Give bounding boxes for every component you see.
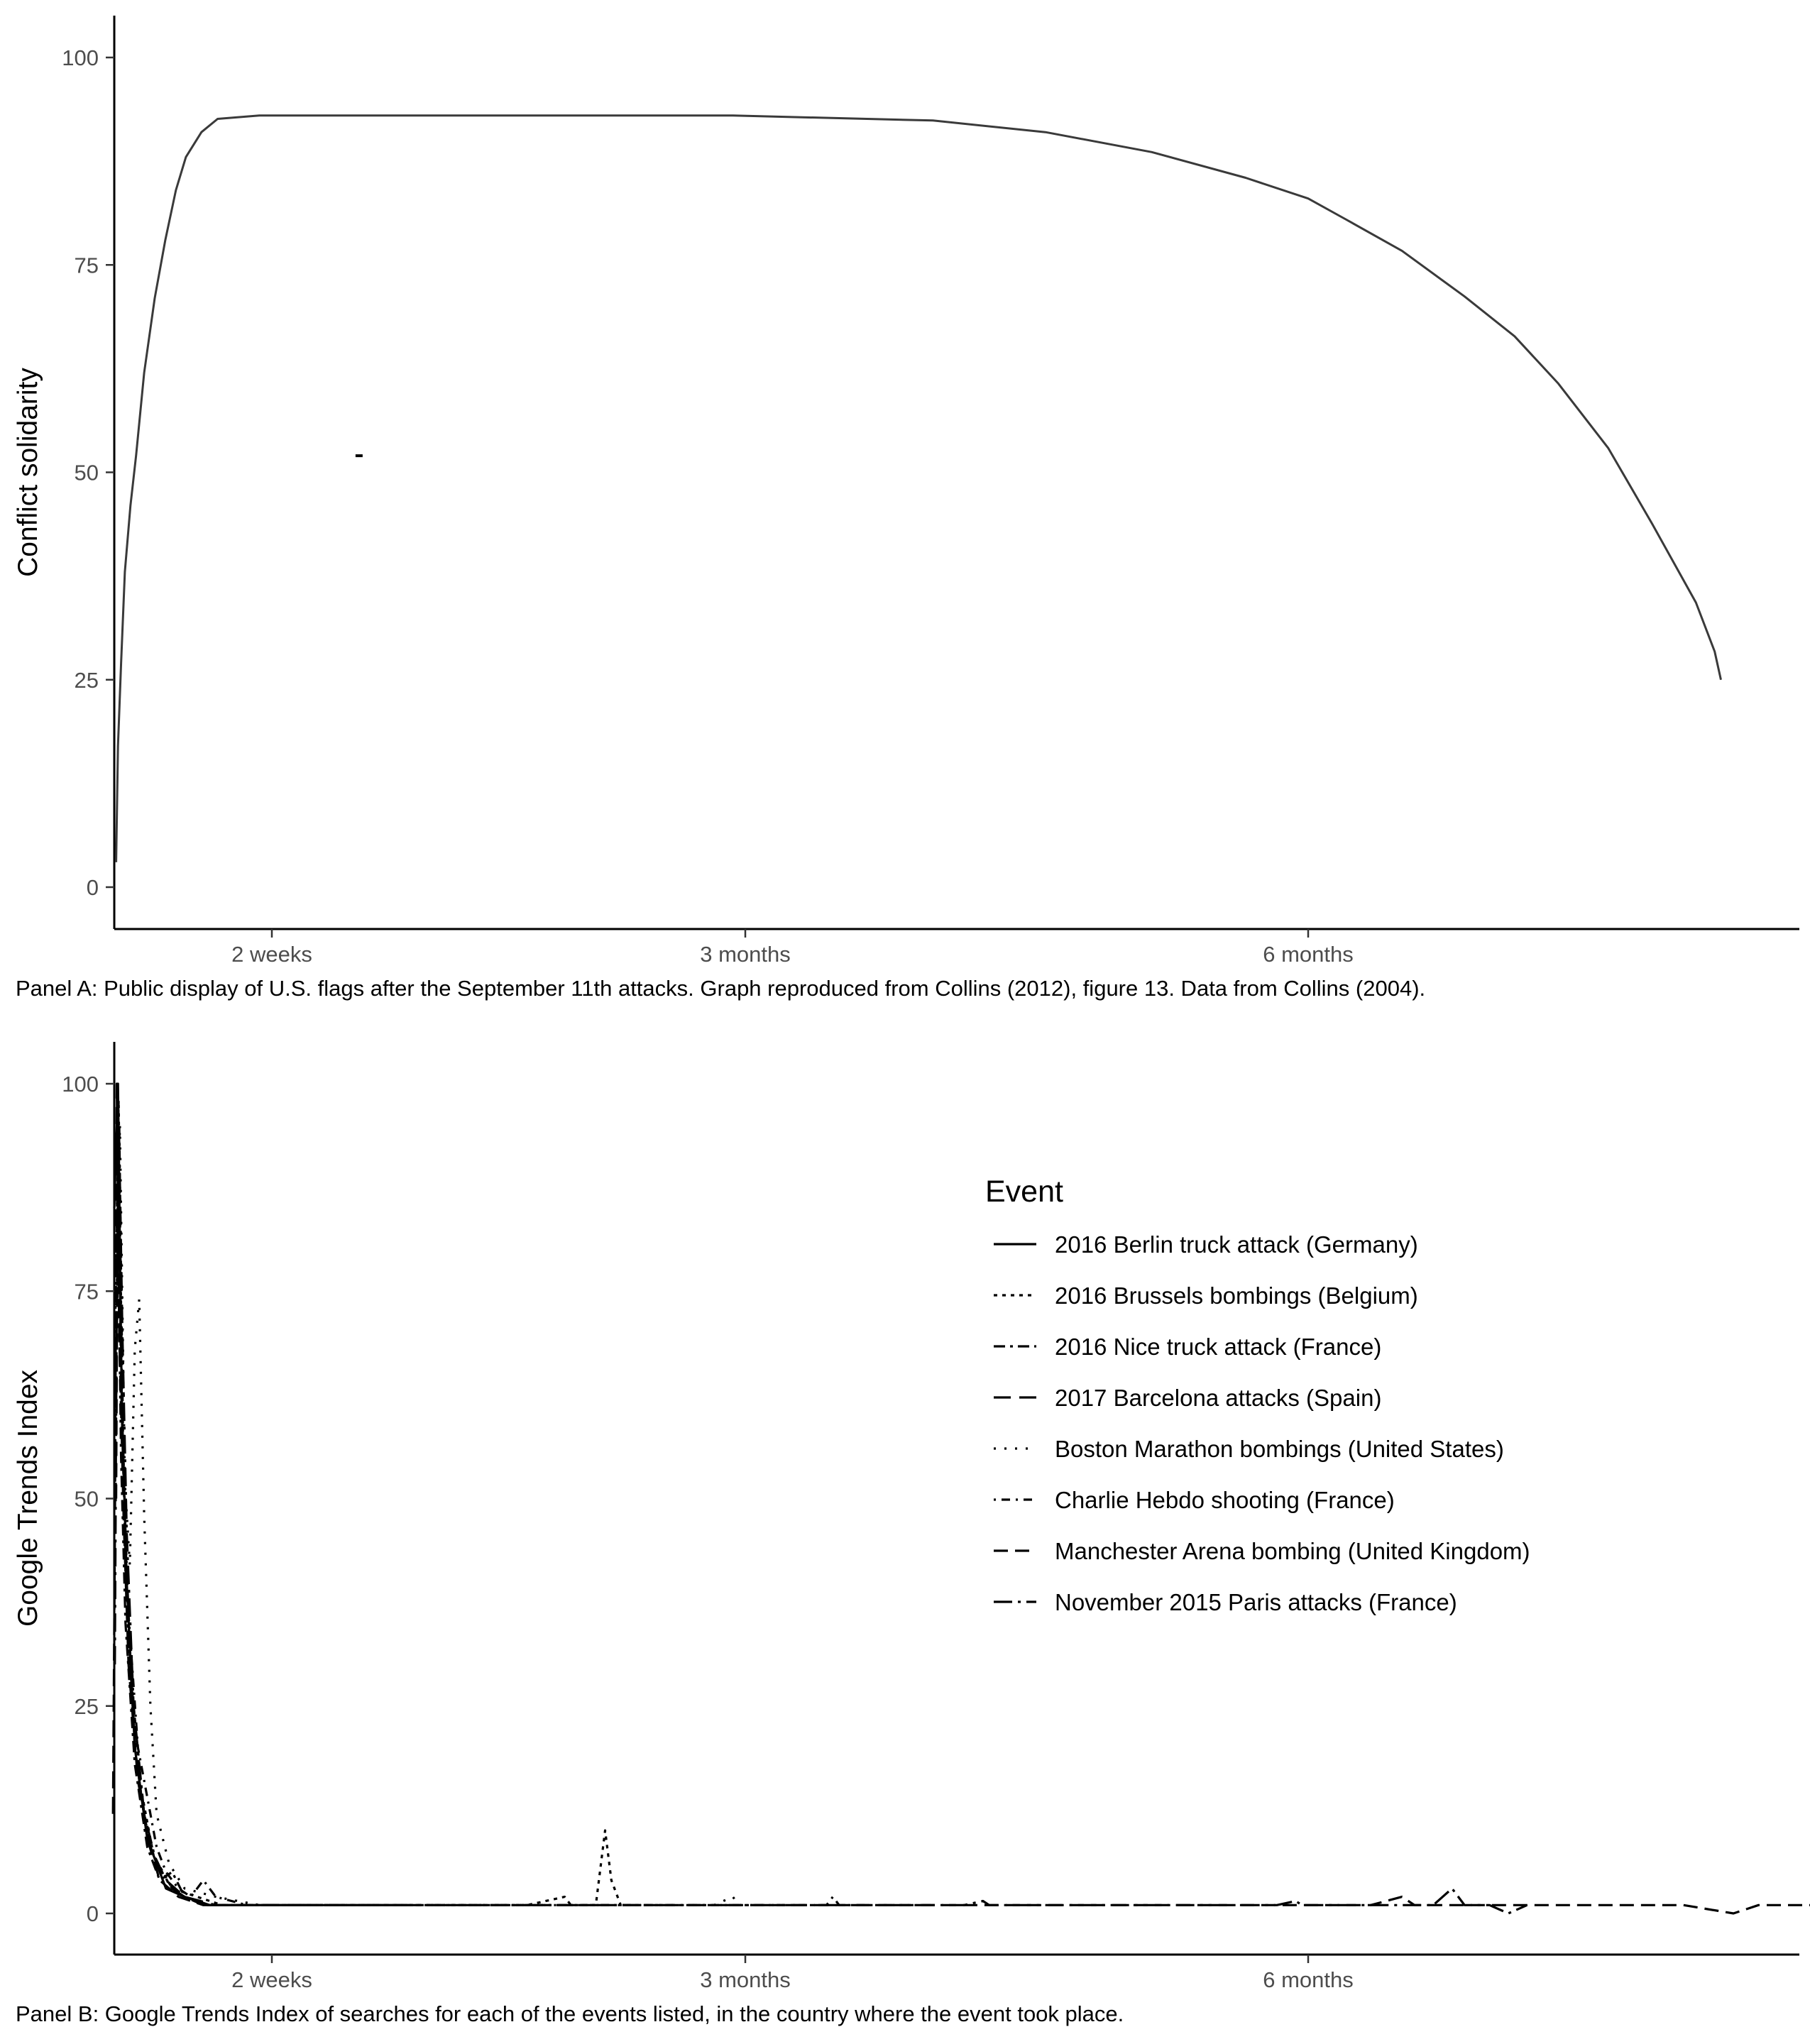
legend-label: November 2015 Paris attacks (France) bbox=[1055, 1589, 1457, 1615]
legend-title: Event bbox=[985, 1175, 1063, 1209]
y-tick-label: 0 bbox=[87, 1901, 99, 1926]
y-tick-label: 50 bbox=[75, 461, 99, 485]
legend-label: 2016 Nice truck attack (France) bbox=[1055, 1334, 1381, 1360]
legend-label: 2017 Barcelona attacks (Spain) bbox=[1055, 1385, 1381, 1411]
y-tick-label: 50 bbox=[75, 1487, 99, 1512]
legend-label: 2016 Berlin truck attack (Germany) bbox=[1055, 1231, 1418, 1258]
legend-label: Boston Marathon bombings (United States) bbox=[1055, 1436, 1504, 1462]
series-line-3 bbox=[111, 1082, 309, 1906]
panel-caption: Panel A: Public display of U.S. flags af… bbox=[16, 976, 1425, 1001]
y-tick-label: 25 bbox=[75, 1694, 99, 1719]
series-line-2 bbox=[114, 1182, 278, 1906]
x-tick-label: 6 months bbox=[1263, 1967, 1354, 1992]
y-axis-label: Google Trends Index bbox=[13, 1369, 43, 1627]
legend-label: 2016 Brussels bombings (Belgium) bbox=[1055, 1282, 1418, 1309]
panel-b: 0 25 50 75 100 2 weeks 3 months 6 months Google … bbox=[13, 1042, 1810, 2026]
x-tick-label: 2 weeks bbox=[231, 942, 312, 967]
x-tick-label: 3 months bbox=[700, 942, 791, 967]
y-tick-label: 100 bbox=[62, 45, 99, 70]
panel-caption: Panel B: Google Trends Index of searches… bbox=[16, 2001, 1124, 2026]
series-line-5 bbox=[115, 1123, 933, 1906]
panel-a: 0 25 50 75 100 2 weeks 3 months 6 months Conflic… bbox=[13, 16, 1799, 1001]
y-axis-label: Conflict solidarity bbox=[13, 368, 43, 577]
series-line-7 bbox=[114, 1141, 1528, 1915]
series-line-4 bbox=[115, 1123, 808, 1906]
series-line-0 bbox=[115, 114, 1722, 862]
x-tick-label: 6 months bbox=[1263, 942, 1354, 967]
series-line-1 bbox=[115, 1099, 652, 1906]
x-tick-label: 2 weeks bbox=[231, 1967, 312, 1992]
legend-label: Charlie Hebdo shooting (France) bbox=[1055, 1487, 1395, 1513]
series-line-6 bbox=[115, 1116, 1810, 1915]
y-tick-label: 0 bbox=[87, 875, 99, 900]
y-tick-label: 75 bbox=[75, 253, 99, 278]
y-tick-label: 75 bbox=[75, 1279, 99, 1304]
legend-label: Manchester Arena bombing (United Kingdom… bbox=[1055, 1538, 1530, 1564]
series-line-0 bbox=[113, 1082, 403, 1906]
y-tick-label: 25 bbox=[75, 668, 99, 693]
x-tick-label: 3 months bbox=[700, 1967, 791, 1992]
y-tick-label: 100 bbox=[62, 1072, 99, 1097]
